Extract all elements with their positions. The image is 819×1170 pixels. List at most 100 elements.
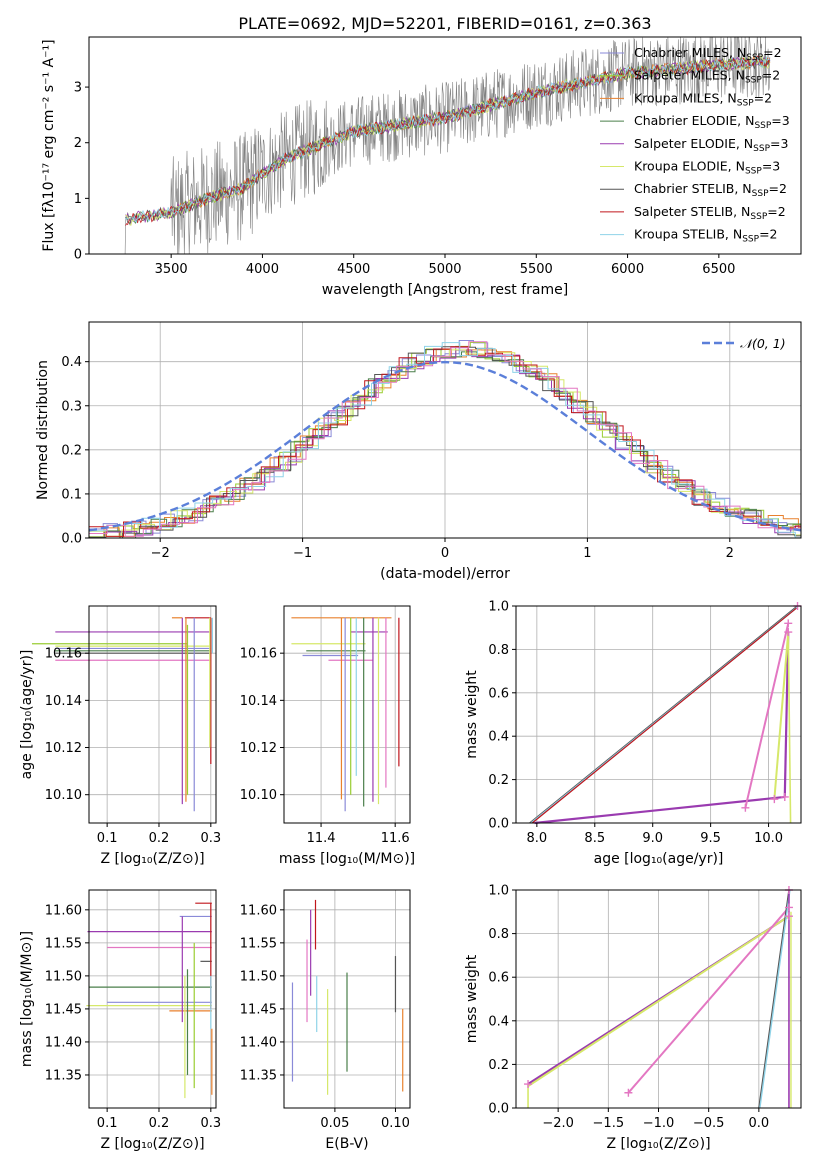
x-axis-label: Z [log₁₀(Z/Z⊙)] [606,1136,710,1152]
x-tick-label: 0.1 [97,1116,118,1131]
y-tick-label: 10.10 [240,788,277,803]
x-tick-label: −1 [293,546,312,561]
x-tick-label: 5000 [428,262,461,277]
legend-entry: Salpeter STELIB, NSSP=2 [634,204,786,222]
axes-frame [88,605,217,824]
legend-tail: =2 [769,181,787,196]
x-tick-label: −0.5 [693,1116,725,1131]
y-tick-label: 0.2 [488,773,509,788]
x-tick-label: 0.10 [381,1116,410,1131]
y-tick-label: 1.0 [488,600,509,615]
y-tick-label: 10.10 [45,788,82,803]
y-tick-label: 0.4 [488,730,509,745]
spectrum-model-kroupa_stelib [125,55,770,224]
x-axis-label: (data-model)/error [380,566,510,582]
legend-text: Salpeter MILES, N [634,68,745,83]
x-tick-label: 9.0 [642,831,663,846]
spectrum-model-chabrier_stelib [125,55,770,226]
y-tick-label: 0.2 [61,443,82,458]
legend-tail: =2 [759,227,777,242]
y-tick-label: 11.55 [45,936,82,951]
x-tick-label: 11.4 [307,831,336,846]
x-tick-label: −1.0 [643,1116,675,1131]
x-tick-label: 0.0 [749,1116,770,1131]
legend-tail: =2 [762,68,780,83]
legend-tail: =3 [771,113,789,128]
x-tick-label: 0.1 [97,831,118,846]
y-tick-label: 11.40 [240,1035,277,1050]
x-tick-label: 11.6 [381,831,410,846]
x-tick-label: 0.2 [149,1116,170,1131]
y-tick-label: 10.12 [240,741,277,756]
legend-sub: SSP [746,53,763,63]
x-tick-label: 5500 [520,262,553,277]
mass-weight-line [758,889,790,1109]
mass-weight-marker [780,792,789,801]
legend-sub: SSP [745,167,762,177]
y-tick-label: 11.40 [45,1035,82,1050]
y-tick-label: 10.16 [240,647,277,662]
y-axis-label: Flux [fλ10⁻¹⁷ erg cm⁻² s⁻¹ A⁻¹] [41,39,57,251]
x-tick-label: 4000 [246,262,279,277]
legend-entry: Kroupa MILES, NSSP=2 [634,90,772,108]
x-tick-label: 4500 [337,262,370,277]
y-tick-label: 1 [74,192,82,207]
x-tick-label: 0.3 [200,831,221,846]
histogram-step [89,341,801,537]
gaussian-curve [88,360,802,532]
legend-entry: Kroupa ELODIE, NSSP=3 [634,159,780,177]
x-axis-label: age [log₁₀(age/yr)] [594,851,724,867]
legend-sub: SSP [753,144,770,154]
y-tick-label: 10.16 [45,647,82,662]
mass-weight-marker [784,903,793,912]
y-tick-label: 10.14 [240,694,277,709]
y-tick-label: 0.0 [488,817,509,832]
legend-entry: Chabrier MILES, NSSP=2 [634,45,782,63]
legend-sub: SSP [754,121,771,131]
legend-text: Salpeter ELODIE, N [634,136,753,151]
x-tick-label: 0.2 [149,831,170,846]
y-tick-label: 0.8 [488,643,509,658]
mass-weight-line [627,906,790,1094]
y-axis-label: mass weight [464,954,480,1043]
figure-title: PLATE=0692, MJD=52201, FIBERID=0161, z=0… [238,14,651,33]
y-tick-label: 11.35 [240,1068,277,1083]
mass-weight-marker [524,1080,533,1089]
mass-weight-line [759,889,791,1109]
legend-sub: SSP [737,98,754,108]
x-tick-label: 0 [441,546,449,561]
x-tick-label: −2 [151,546,170,561]
y-tick-label: 0.3 [61,399,82,414]
y-axis-label: age [log₁₀(age/yr)] [19,650,35,780]
axes-layer [85,36,802,1112]
y-tick-label: 11.50 [240,969,277,984]
legend-tail: =2 [754,90,772,105]
legend-text: Chabrier MILES, N [634,45,746,60]
x-tick-label: 0.3 [200,1116,221,1131]
y-tick-label: 3 [74,81,82,96]
x-tick-label: 9.5 [700,831,721,846]
y-tick-label: 0.2 [488,1058,509,1073]
x-tick-label: 3500 [155,262,188,277]
legend-entry: Chabrier ELODIE, NSSP=3 [634,113,790,131]
legend-text: Chabrier ELODIE, N [634,113,754,128]
text-layer: PLATE=0692, MJD=52201, FIBERID=0161, z=0… [19,14,783,1152]
legend-sub: SSP [745,76,762,86]
y-tick-label: 0.0 [488,1102,509,1117]
y-tick-label: 11.45 [240,1002,277,1017]
y-tick-label: 0 [74,248,82,263]
gaussian-legend-label: 𝒩(0, 1) [740,336,786,351]
x-tick-label: 6500 [702,262,735,277]
x-tick-label: −2.0 [542,1116,574,1131]
legend-entry: Chabrier STELIB, NSSP=2 [634,181,787,199]
legend-entry: Salpeter ELODIE, NSSP=3 [634,136,788,154]
legend-text: Chabrier STELIB, N [634,181,752,196]
x-tick-label: 8.5 [584,831,605,846]
mass-weight-line [787,632,792,824]
legend-text: Kroupa ELODIE, N [634,159,745,174]
y-tick-label: 11.60 [240,903,277,918]
legend-text: Salpeter STELIB, N [634,204,750,219]
legend-tail: =3 [770,136,788,151]
mass-weight-marker [784,912,793,921]
